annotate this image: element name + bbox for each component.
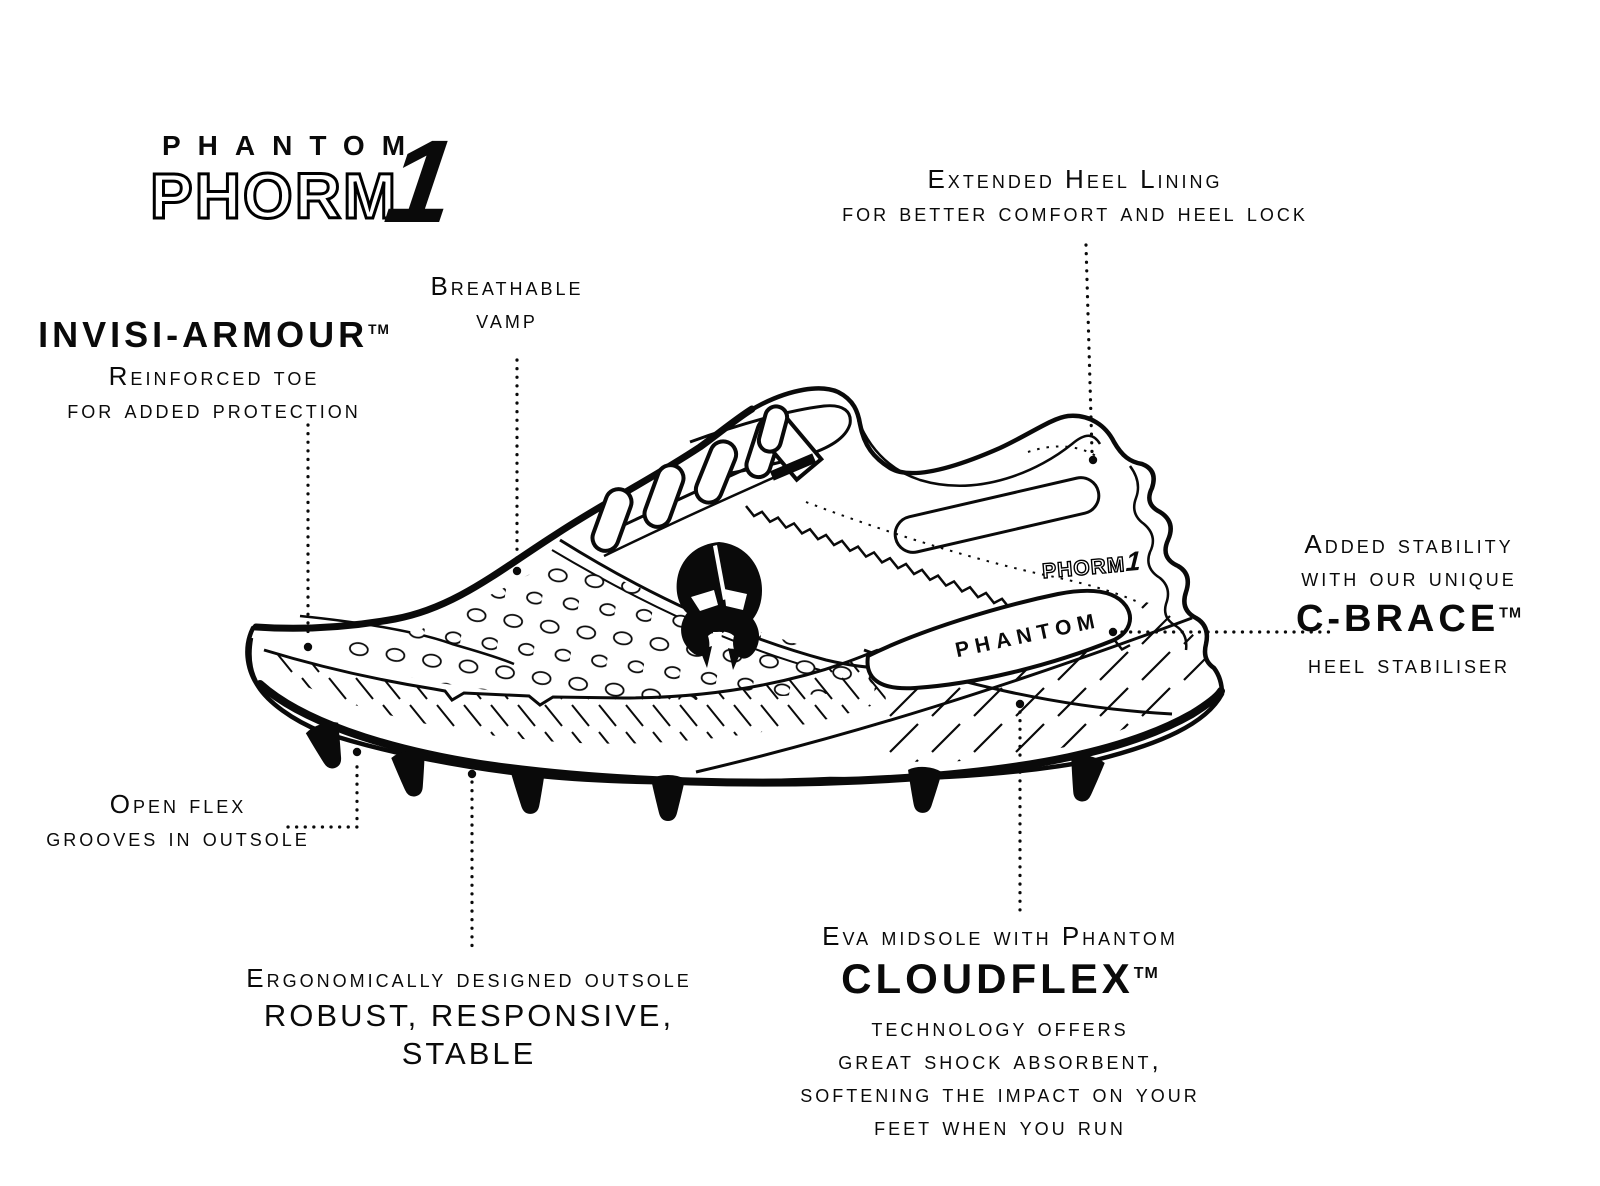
note-line: Eva midsole with Phantom bbox=[822, 921, 1178, 951]
note-invisi-armour: INVISI-ARMOURTM Reinforced toe for added… bbox=[28, 314, 400, 426]
note-c-brace: Added stability with our unique C-BRACET… bbox=[1283, 528, 1535, 681]
phantom-helmet-logo bbox=[676, 542, 763, 670]
feature-title: INVISI-ARMOURTM bbox=[38, 314, 390, 355]
leader-heel-lining bbox=[1084, 243, 1094, 454]
note-line: Open flex bbox=[109, 789, 247, 819]
note-line: for added protection bbox=[67, 394, 361, 425]
lace-loops bbox=[590, 404, 825, 553]
note-line: feet when you run bbox=[874, 1111, 1126, 1142]
heel-model-text: PHORM bbox=[1041, 552, 1127, 584]
brand-logo: PHANTOM PHORM 1 bbox=[149, 116, 490, 248]
note-line: Reinforced toe bbox=[108, 361, 320, 392]
note-line: for better comfort and heel lock bbox=[842, 197, 1308, 227]
note-line: vamp bbox=[476, 304, 538, 334]
note-line: technology offers bbox=[871, 1012, 1129, 1043]
trademark-symbol: TM bbox=[1133, 965, 1159, 982]
heel-model-number: 1 bbox=[1125, 545, 1142, 578]
note-outsole: Ergonomically designed outsole ROBUST, R… bbox=[219, 962, 719, 1073]
tongue-tab-bar bbox=[769, 453, 817, 481]
note-line: with our unique bbox=[1301, 562, 1517, 592]
c-brace-panel bbox=[865, 588, 1132, 691]
note-line: Breathable bbox=[430, 271, 584, 301]
note-line: Extended Heel Lining bbox=[927, 164, 1223, 194]
leader-lines bbox=[286, 243, 1335, 954]
note-line: great shock absorbent, bbox=[838, 1045, 1162, 1076]
trademark-symbol: TM bbox=[368, 322, 390, 337]
note-line: Ergonomically designed outsole bbox=[246, 963, 692, 993]
note-line: heel stabiliser bbox=[1308, 648, 1510, 679]
note-cloudflex: Eva midsole with Phantom CLOUDFLEXTM tec… bbox=[763, 920, 1237, 1143]
leader-open-flex bbox=[286, 758, 359, 829]
brand-name: PHANTOM bbox=[162, 130, 423, 161]
brand-model-name: PHORM bbox=[149, 160, 399, 232]
note-line: grooves in outsole bbox=[46, 822, 310, 852]
trademark-symbol: TM bbox=[1499, 605, 1523, 622]
note-line: softening the impact on your bbox=[800, 1078, 1200, 1109]
note-line: Added stability bbox=[1304, 529, 1514, 559]
note-breathable-vamp: Breathable vamp bbox=[397, 270, 617, 336]
feature-title: C-BRACETM bbox=[1295, 598, 1523, 640]
feature-title: CLOUDFLEXTM bbox=[841, 955, 1159, 1002]
leader-dots bbox=[303, 455, 1118, 779]
lace-loop-top bbox=[756, 404, 790, 454]
note-line: ROBUST, RESPONSIVE, STABLE bbox=[263, 998, 675, 1071]
note-heel-lining: Extended Heel Lining for better comfort … bbox=[810, 163, 1340, 229]
note-open-flex: Open flex grooves in outsole bbox=[33, 788, 323, 854]
vamp-perforations bbox=[335, 558, 885, 700]
sole-tread bbox=[263, 588, 1213, 774]
